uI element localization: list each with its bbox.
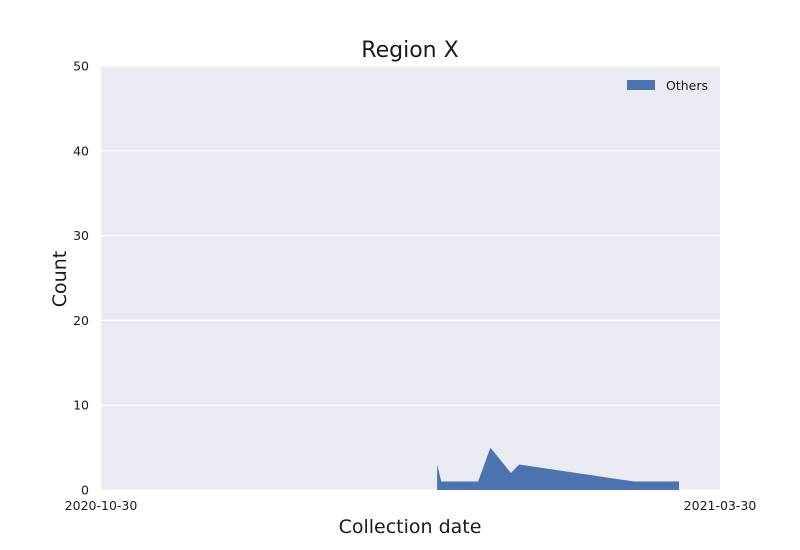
series-layer — [437, 447, 680, 490]
y-tick-label: 10 — [73, 398, 89, 413]
y-tick-label: 20 — [73, 313, 89, 328]
plot-background — [101, 66, 720, 490]
y-axis-label: Count — [49, 251, 71, 307]
legend-label-others: Others — [666, 78, 708, 93]
tick-labels: 0 10 20 30 40 50 2020-10-30 2021-03-30 — [65, 59, 757, 514]
y-tick-label: 30 — [73, 228, 89, 243]
legend: Others — [627, 78, 708, 93]
x-tick-label: 2021-03-30 — [684, 498, 757, 513]
y-tick-label: 50 — [73, 59, 89, 74]
x-axis-label: Collection date — [339, 516, 482, 538]
chart-title: Region X — [361, 38, 458, 63]
y-tick-label: 40 — [73, 143, 89, 158]
legend-swatch-others — [627, 80, 655, 90]
y-tick-label: 0 — [81, 483, 89, 498]
area-series-others — [437, 447, 680, 490]
x-tick-label: 2020-10-30 — [65, 498, 138, 513]
